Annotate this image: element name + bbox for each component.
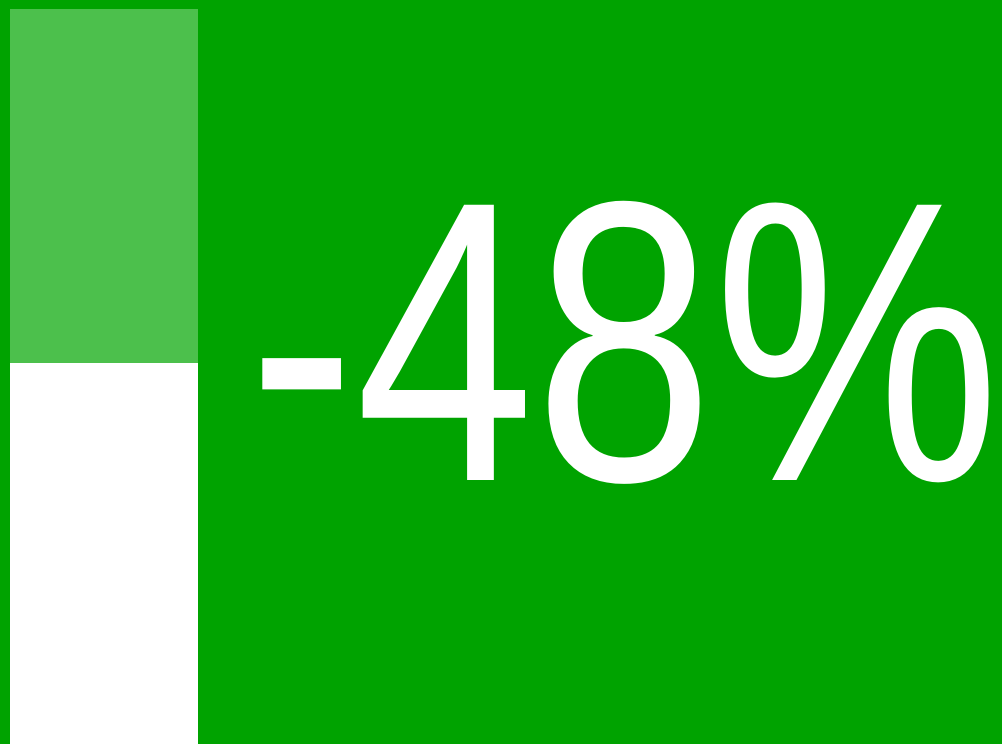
gauge-fill (10, 363, 198, 744)
gauge-track (10, 9, 198, 363)
change-label: -48% (248, 118, 1000, 565)
